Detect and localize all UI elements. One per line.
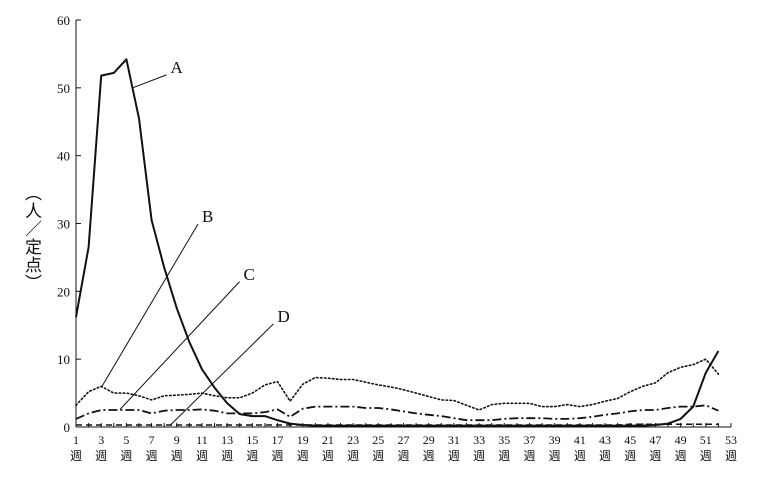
x-tick-label: 25 <box>372 433 384 447</box>
chart-series <box>75 58 720 427</box>
annotation-leader-a <box>132 74 167 89</box>
x-tick-label: 17 <box>272 433 284 447</box>
y-tick-label: 60 <box>57 13 70 28</box>
annotation-leader-d <box>170 323 274 426</box>
x-tick-label: 5 <box>123 433 129 447</box>
x-tick-suffix: 週 <box>473 449 485 463</box>
x-tick-label: 47 <box>649 433 661 447</box>
x-tick-suffix: 週 <box>423 449 435 463</box>
x-tick-label: 29 <box>423 433 435 447</box>
x-tick-suffix: 週 <box>196 449 208 463</box>
x-tick-label: 53 <box>725 433 737 447</box>
x-tick-label: 19 <box>297 433 309 447</box>
x-tick-suffix: 週 <box>297 449 309 463</box>
series-annotations: A B C D <box>100 58 290 426</box>
y-tick-label: 50 <box>57 81 70 96</box>
x-tick-suffix: 週 <box>146 449 158 463</box>
chart-axes <box>75 20 731 428</box>
x-tick-label: 33 <box>473 433 485 447</box>
series-line-b <box>75 358 720 411</box>
x-tick-label: 41 <box>574 433 586 447</box>
y-axis-ticks: 0 10 20 30 40 50 60 <box>57 13 81 435</box>
series-label-b: B <box>202 207 213 226</box>
x-tick-suffix: 週 <box>372 449 384 463</box>
x-tick-label: 1 <box>73 433 79 447</box>
x-tick-suffix: 週 <box>574 449 586 463</box>
series-line-a <box>75 58 720 427</box>
annotation-leader-b <box>100 223 199 388</box>
x-tick-suffix: 週 <box>70 449 82 463</box>
series-line-d <box>76 423 719 426</box>
y-tick-label: 40 <box>57 149 70 164</box>
x-tick-label: 27 <box>398 433 410 447</box>
x-tick-suffix: 週 <box>95 449 107 463</box>
x-tick-label: 37 <box>523 433 535 447</box>
x-tick-label: 9 <box>174 433 180 447</box>
x-tick-label: 45 <box>624 433 636 447</box>
x-tick-suffix: 週 <box>624 449 636 463</box>
x-tick-suffix: 週 <box>700 449 712 463</box>
series-label-d: D <box>278 307 290 326</box>
x-tick-label: 31 <box>448 433 460 447</box>
series-line-c <box>75 404 719 422</box>
y-tick-label: 20 <box>57 284 70 299</box>
series-label-c: C <box>244 265 255 284</box>
y-tick-label: 10 <box>57 352 70 367</box>
x-tick-suffix: 週 <box>725 449 737 463</box>
x-axis-ticks: 1 週 3 週 5 週 7 週 9 週 11 週 13 週 15 週 17 週 19 週 21 週 23 週 25 週 27 週 29 週… <box>70 423 737 463</box>
x-tick-label: 3 <box>98 433 104 447</box>
x-tick-suffix: 週 <box>649 449 661 463</box>
x-tick-suffix: 週 <box>322 449 334 463</box>
x-tick-label: 23 <box>347 433 359 447</box>
x-tick-suffix: 週 <box>599 449 611 463</box>
x-tick-suffix: 週 <box>246 449 258 463</box>
x-tick-label: 43 <box>599 433 611 447</box>
x-tick-suffix: 週 <box>675 449 687 463</box>
x-tick-suffix: 週 <box>523 449 535 463</box>
x-tick-label: 39 <box>549 433 561 447</box>
x-tick-label: 51 <box>700 433 712 447</box>
x-tick-suffix: 週 <box>549 449 561 463</box>
x-tick-label: 15 <box>246 433 258 447</box>
annotation-leader-c <box>119 281 240 410</box>
x-tick-label: 49 <box>675 433 687 447</box>
x-tick-label: 35 <box>498 433 510 447</box>
y-tick-label: 0 <box>64 420 71 435</box>
x-tick-suffix: 週 <box>221 449 233 463</box>
x-tick-label: 11 <box>196 433 208 447</box>
x-tick-label: 21 <box>322 433 334 447</box>
y-axis-label: （人／定点） <box>21 184 41 292</box>
x-tick-suffix: 週 <box>171 449 183 463</box>
x-tick-label: 7 <box>149 433 155 447</box>
x-tick-label: 13 <box>221 433 233 447</box>
x-tick-suffix: 週 <box>272 449 284 463</box>
x-tick-suffix: 週 <box>498 449 510 463</box>
x-tick-suffix: 週 <box>120 449 132 463</box>
y-tick-label: 30 <box>57 217 70 232</box>
x-tick-suffix: 週 <box>397 449 409 463</box>
x-tick-suffix: 週 <box>448 449 460 463</box>
x-tick-suffix: 週 <box>347 449 359 463</box>
series-label-a: A <box>170 58 183 77</box>
